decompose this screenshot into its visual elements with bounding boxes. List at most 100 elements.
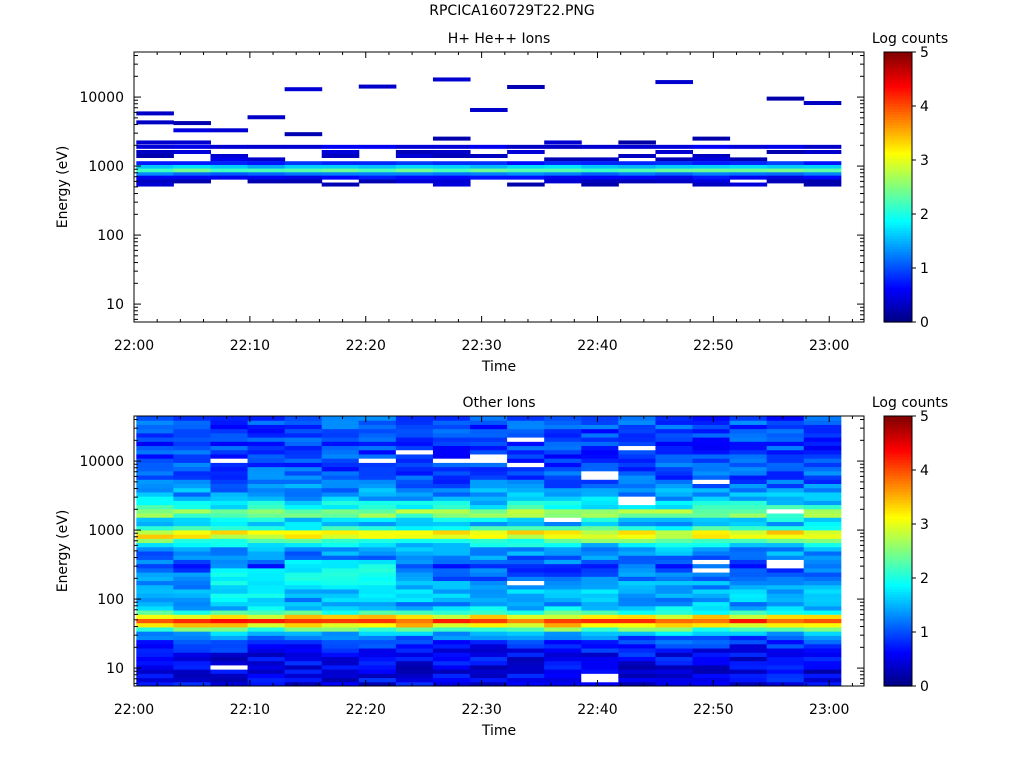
spectrogram-cell	[766, 631, 805, 636]
colorbar-segment	[884, 278, 912, 283]
spectrogram-cell	[247, 525, 286, 531]
spectrogram-cell	[618, 424, 656, 430]
spectrogram-cell	[618, 660, 656, 666]
spectrogram-cell	[432, 588, 471, 594]
spectrogram-cell	[803, 175, 842, 180]
spectrogram-cell	[581, 534, 619, 539]
spectrogram-cell	[284, 643, 323, 649]
spectrogram-cell	[136, 669, 174, 674]
spectrogram-cell	[173, 172, 211, 177]
spectrogram-cell	[470, 601, 508, 607]
plot-frame	[133, 51, 865, 323]
colorbar-segment	[884, 133, 912, 137]
spectrogram-cell	[766, 445, 805, 451]
spectrogram-cell	[395, 175, 434, 180]
spectrogram-cell	[173, 534, 211, 539]
spectrogram-cell	[173, 618, 211, 624]
spectrogram-cell	[544, 551, 582, 556]
spectrogram-cell	[432, 555, 471, 560]
spectrogram-cell	[432, 424, 471, 430]
spectrogram-cell	[581, 664, 619, 670]
spectrogram-cell	[432, 648, 471, 653]
spectrogram-cell	[358, 500, 397, 506]
spectrogram-cell	[210, 496, 249, 501]
spectrogram-cell	[395, 441, 434, 447]
spectrogram-cell	[358, 567, 397, 573]
spectrogram-cell	[803, 681, 842, 687]
spectrogram-cell	[729, 551, 768, 556]
spectrogram-cell	[395, 449, 434, 455]
spectrogram-cell	[321, 182, 360, 187]
spectrogram-cell	[507, 500, 545, 506]
spectrogram-cell	[581, 639, 619, 645]
spectrogram-cell	[507, 475, 545, 480]
spectrogram-cell	[321, 416, 360, 421]
spectrogram-cell	[173, 681, 211, 687]
spectrogram-cell	[729, 458, 768, 463]
spectrogram-cell	[321, 175, 360, 180]
spectrogram-cell	[803, 168, 842, 173]
spectrogram-cell	[655, 453, 694, 459]
spectrogram-cell	[247, 551, 286, 556]
spectrogram-cell	[395, 576, 434, 582]
spectrogram-cell	[136, 466, 174, 472]
spectrogram-cell	[210, 517, 249, 522]
colorbar-segment	[884, 292, 912, 296]
colorbar-segment	[884, 68, 912, 72]
spectrogram-cell	[655, 529, 694, 535]
spectrogram-cell	[618, 597, 656, 603]
spectrogram-cell	[692, 593, 731, 598]
spectrogram-cell	[173, 479, 211, 484]
spectrogram-cell	[655, 669, 694, 674]
spectrogram-cell	[507, 432, 545, 438]
spectrogram-cell	[729, 487, 768, 493]
colorbar-tick-label: 1	[920, 261, 929, 277]
spectrogram-cell	[581, 622, 619, 628]
colorbar-segment	[884, 154, 912, 158]
spectrogram-cell	[692, 172, 731, 177]
colorbar-segment	[884, 146, 912, 150]
colorbar-segment	[884, 418, 912, 422]
spectrogram-cell	[692, 179, 731, 184]
colorbar-segment	[884, 607, 912, 611]
colorbar-segment	[884, 437, 912, 441]
colorbar-tick-label: 4	[920, 99, 929, 115]
spectrogram-cell	[470, 428, 508, 434]
spectrogram-cell	[655, 157, 694, 162]
spectrogram-cell	[766, 441, 805, 447]
spectrogram-cell	[507, 496, 545, 501]
spectrogram-cell	[395, 555, 434, 560]
spectrogram-cell	[507, 601, 545, 607]
spectrogram-cell	[618, 681, 656, 687]
spectrogram-cell	[729, 513, 768, 518]
spectrogram-cell	[692, 449, 731, 455]
spectrogram-cell	[766, 470, 805, 476]
spectrogram-cell	[544, 601, 582, 607]
spectrogram-cell	[581, 563, 619, 569]
spectrogram-cell	[210, 643, 249, 649]
spectrogram-cell	[766, 416, 805, 421]
spectrogram-cell	[210, 513, 249, 518]
colorbar-segment	[884, 453, 912, 458]
spectrogram-cell	[803, 521, 842, 527]
spectrogram-cell	[284, 470, 323, 476]
colorbar-segment	[884, 432, 912, 436]
spectrogram-cell	[544, 458, 582, 463]
spectrogram-cell	[247, 115, 286, 120]
spectrogram-cell	[173, 420, 211, 425]
spectrogram-cell	[729, 491, 768, 497]
spectrogram-cell	[173, 449, 211, 455]
spectrogram-cell	[581, 458, 619, 463]
spectrogram-cell	[247, 483, 286, 489]
spectrogram-cell	[729, 164, 768, 169]
spectrogram-cell	[729, 601, 768, 607]
spectrogram-cell	[766, 508, 805, 514]
x-tick-label: 22:00	[114, 702, 154, 718]
spectrogram-cell	[729, 449, 768, 455]
spectrogram-cell	[210, 508, 249, 514]
colorbar-tick-label: 0	[920, 679, 929, 695]
spectrogram-cell	[432, 593, 471, 598]
spectrogram-cell	[803, 664, 842, 670]
spectrogram-cell	[395, 584, 434, 590]
spectrogram-cell	[803, 588, 842, 594]
